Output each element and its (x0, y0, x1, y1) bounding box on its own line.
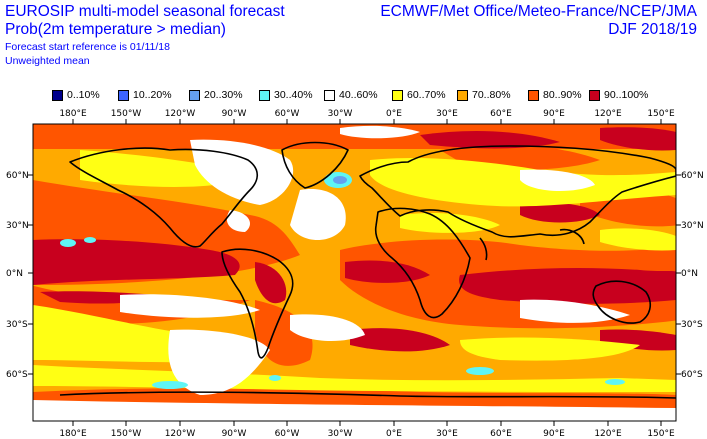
legend-label: 10..20% (133, 89, 172, 101)
lon-label: 120°W (165, 109, 196, 119)
lon-label: 30°W (328, 109, 353, 119)
lon-label: 0°E (386, 429, 402, 439)
lat-label: 60°N (6, 171, 29, 181)
lon-label: 180°E (59, 429, 87, 439)
legend-label: 40..60% (339, 89, 378, 101)
legend-swatch (589, 90, 600, 101)
lat-label: 0°N (6, 269, 23, 279)
legend-swatch (457, 90, 468, 101)
lon-label: 60°E (490, 109, 512, 119)
legend-label: 90..100% (604, 89, 649, 101)
lon-label: 120°W (165, 429, 196, 439)
lat-label: 30°N (6, 221, 29, 231)
lon-label: 150°W (111, 109, 142, 119)
legend-swatch (324, 90, 335, 101)
legend-swatch (189, 90, 200, 101)
lon-label: 120°E (594, 429, 622, 439)
weighting-text: Unweighted mean (5, 55, 90, 67)
legend-swatch (392, 90, 403, 101)
lat-label: 30°S (681, 320, 703, 330)
legend-label: 0..10% (67, 89, 100, 101)
lat-label: 60°S (681, 370, 703, 380)
lat-label: 60°S (6, 370, 28, 380)
lon-label: 30°E (436, 109, 458, 119)
legend-swatch (528, 90, 539, 101)
lon-label: 0°E (386, 109, 402, 119)
lon-label: 180°E (59, 109, 87, 119)
centres-title: ECMWF/Met Office/Meteo-France/NCEP/JMA (380, 3, 697, 20)
lon-label: 120°E (594, 109, 622, 119)
lat-label: 30°S (6, 320, 28, 330)
legend-label: 20..30% (204, 89, 243, 101)
lon-label: 90°E (543, 109, 565, 119)
season-title: DJF 2018/19 (608, 21, 697, 38)
lon-label: 60°W (275, 109, 300, 119)
lat-label: 0°N (681, 269, 698, 279)
legend-label: 80..90% (543, 89, 582, 101)
legend-label: 30..40% (274, 89, 313, 101)
legend-swatch (118, 90, 129, 101)
legend-label: 60..70% (407, 89, 446, 101)
lon-label: 30°W (328, 429, 353, 439)
legend-swatch (259, 90, 270, 101)
legend-swatch (52, 90, 63, 101)
lat-label: 30°N (681, 221, 704, 231)
lon-label: 30°E (436, 429, 458, 439)
lon-label: 90°W (222, 109, 247, 119)
lon-label: 150°E (647, 109, 675, 119)
legend-label: 70..80% (472, 89, 511, 101)
field-40-60 (33, 125, 676, 421)
lat-label: 60°N (681, 171, 704, 181)
lon-label: 90°W (222, 429, 247, 439)
lon-label: 60°E (490, 429, 512, 439)
lon-label: 60°W (275, 429, 300, 439)
axis-ticks: 180°E 180°E 150°W 150°W 120°W 120°W 90°W 90°W 60… (6, 109, 704, 439)
coastlines (59, 141, 676, 399)
lon-label: 150°W (111, 429, 142, 439)
forecast-start-text: Forecast start reference is 01/11/18 (5, 41, 170, 53)
lon-label: 150°E (647, 429, 675, 439)
title-line-2: Prob(2m temperature > median) (5, 21, 226, 38)
field-20-30 (333, 176, 347, 184)
lon-label: 90°E (543, 429, 565, 439)
title-line-1: EUROSIP multi-model seasonal forecast (5, 3, 285, 20)
field-90-100 (33, 127, 676, 352)
